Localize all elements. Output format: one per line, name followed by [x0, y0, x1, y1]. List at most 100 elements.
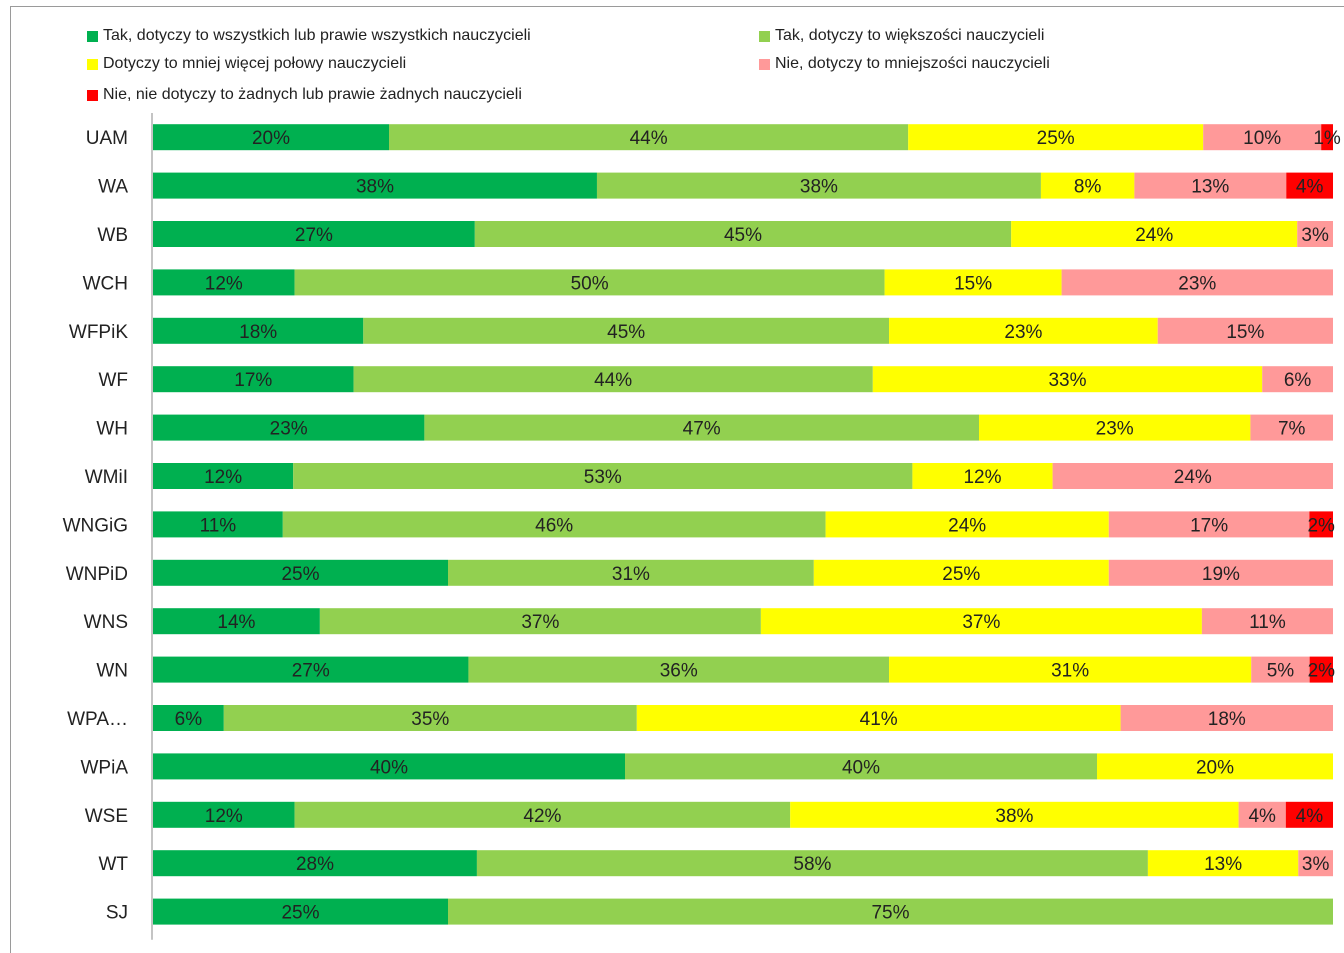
bar-segment: [884, 269, 1062, 296]
data-label: 15%: [1226, 322, 1264, 343]
category-label: WNPiD: [66, 564, 128, 585]
bar-segment: [912, 463, 1053, 489]
data-label: 17%: [1190, 515, 1228, 536]
bar-segment: [1297, 221, 1333, 247]
data-label: 31%: [1051, 661, 1089, 682]
bar-segment: [293, 463, 913, 489]
data-label: 17%: [234, 370, 272, 391]
data-label: 12%: [205, 806, 243, 827]
legend-item-all-teachers: Tak, dotyczy to wszystkich lub prawie ws…: [87, 25, 531, 47]
data-label: 38%: [995, 806, 1033, 827]
legend-label: Nie, dotyczy to mniejszości nauczycieli: [775, 55, 1050, 72]
data-label: 40%: [842, 757, 880, 778]
bar-segment: [153, 801, 295, 828]
bar-segment: [448, 559, 814, 586]
data-label: 12%: [204, 467, 242, 488]
data-label: 7%: [1278, 419, 1306, 440]
bar-segment: [476, 850, 1148, 877]
data-label: 75%: [871, 903, 909, 924]
data-label: 25%: [281, 564, 319, 585]
bar-segment: [153, 898, 448, 925]
category-label: WF: [98, 370, 128, 391]
data-label: 2%: [1307, 515, 1335, 536]
bar-segment: [153, 559, 448, 586]
legend-swatch: [87, 58, 98, 70]
data-label: 20%: [1196, 757, 1234, 778]
bar-segment: [363, 317, 890, 344]
bar-segment: [153, 705, 224, 731]
data-label: 31%: [612, 564, 650, 585]
data-label: 10%: [1243, 128, 1281, 149]
bar-segment: [1298, 850, 1333, 877]
bar-segment: [153, 753, 625, 780]
data-label: 15%: [954, 273, 992, 294]
category-axis-labels: UAM WA WB WCH WFPiK WF WH WMiI WNGiG WNPiD WNS WN WP…: [63, 128, 129, 923]
bar-segment: [979, 414, 1251, 441]
data-label: 36%: [660, 661, 698, 682]
bar-segment: [1157, 317, 1333, 344]
legend-item-minority-teachers: Nie, dotyczy to mniejszości nauczycieli: [759, 53, 1050, 75]
bar-segment: [760, 608, 1202, 635]
legend-swatch: [759, 30, 770, 42]
data-label: 44%: [594, 370, 632, 391]
bar-segment: [153, 463, 294, 489]
data-label: 35%: [411, 709, 449, 730]
bar-segment: [1251, 656, 1310, 683]
legend-label: Tak, dotyczy to wszystkich lub prawie ws…: [103, 27, 531, 44]
data-label: 13%: [1191, 177, 1229, 198]
legend: Tak, dotyczy to wszystkich lub prawie ws…: [0, 0, 1344, 110]
bar-segment: [596, 172, 1041, 199]
bar-segment: [790, 801, 1239, 828]
data-label: 6%: [1284, 370, 1312, 391]
bar-segment: [625, 753, 1097, 780]
bar-segment: [153, 269, 295, 296]
bar-segment: [319, 608, 761, 635]
legend-item-most-teachers: Tak, dotyczy to większości nauczycieli: [759, 25, 1044, 47]
bar-segment: [1321, 124, 1333, 151]
bar-segment: [1285, 801, 1333, 828]
category-label: WB: [97, 225, 128, 246]
data-label: 23%: [1004, 322, 1042, 343]
data-label: 45%: [724, 225, 762, 246]
category-label: WMiI: [85, 467, 128, 488]
data-label: 18%: [239, 322, 277, 343]
data-label: 12%: [963, 467, 1001, 488]
bar-segment: [1250, 414, 1333, 441]
data-label: 24%: [1174, 467, 1212, 488]
data-label: 28%: [296, 854, 334, 875]
legend-item-no-teachers: Nie, nie dotyczy to żadnych lub prawie ż…: [87, 84, 522, 106]
category-label: WFPiK: [69, 322, 128, 343]
data-label: 12%: [205, 273, 243, 294]
legend-swatch: [87, 30, 98, 42]
bar-segment: [1061, 269, 1333, 296]
data-label: 23%: [1178, 273, 1216, 294]
bar-segment: [153, 608, 320, 635]
bar-segment: [908, 124, 1204, 151]
bar-segment: [1108, 559, 1333, 586]
category-label: WA: [98, 177, 128, 198]
data-label: 45%: [607, 322, 645, 343]
bar-segment: [282, 511, 826, 538]
data-label: 58%: [793, 854, 831, 875]
bar-segment: [872, 366, 1263, 393]
data-label: 23%: [1096, 419, 1134, 440]
bar-segment: [153, 511, 283, 538]
bar-segment: [636, 705, 1121, 731]
bar-segment: [1238, 801, 1286, 828]
bar-segment: [389, 124, 909, 151]
legend-item-half-teachers: Dotyczy to mniej więcej połowy nauczycie…: [87, 53, 406, 75]
data-label: 24%: [1135, 225, 1173, 246]
chart-frame: [10, 6, 1344, 953]
legend-label: Nie, nie dotyczy to żadnych lub prawie ż…: [103, 86, 522, 103]
data-label: 38%: [800, 177, 838, 198]
bar-segment: [353, 366, 873, 393]
data-label: 8%: [1074, 177, 1102, 198]
bar-segment: [1309, 511, 1333, 538]
bar-group: 20% 44% 25% 10% 1% 38% 38% 8% 13% 4% 27% 45% 24% 3% 12…: [153, 124, 1341, 925]
data-label: 25%: [1037, 128, 1075, 149]
bar-segment: [889, 317, 1158, 344]
data-label: 5%: [1267, 661, 1295, 682]
bar-segment: [153, 366, 354, 393]
data-label: 20%: [252, 128, 290, 149]
